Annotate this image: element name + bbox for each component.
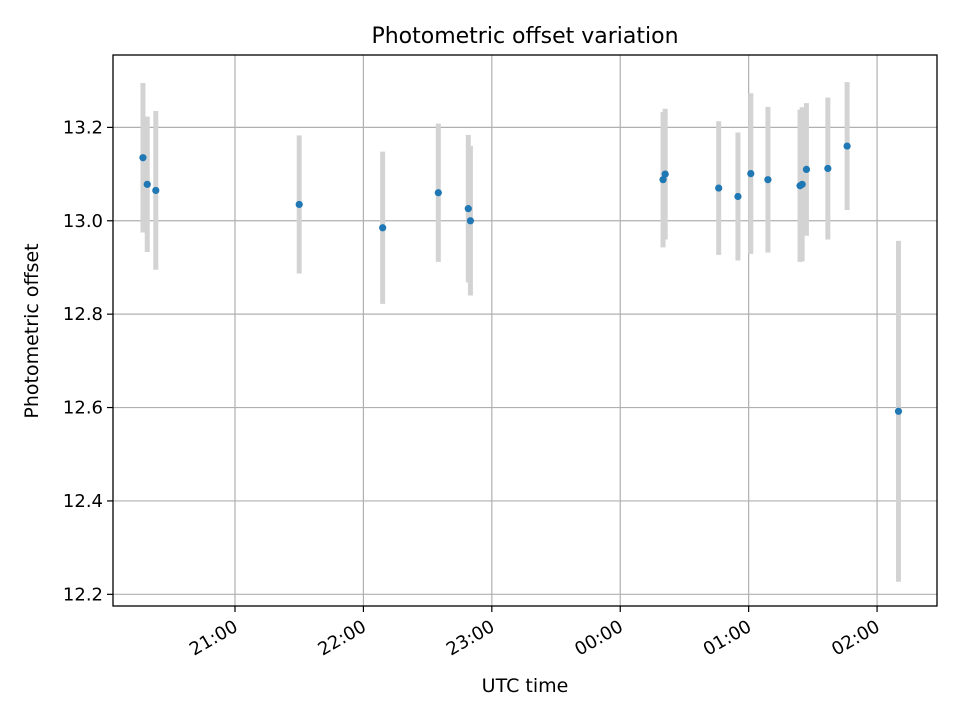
data-points bbox=[139, 142, 903, 415]
data-point bbox=[139, 154, 147, 162]
data-point bbox=[894, 407, 903, 415]
y-axis-ticks: 12.2 12.4 12.6 12.8 13.0 13.2 bbox=[63, 117, 113, 605]
y-tick-label: 12.6 bbox=[63, 398, 103, 419]
data-point bbox=[764, 176, 772, 184]
x-axis-label: UTC time bbox=[482, 675, 569, 697]
data-point bbox=[715, 184, 723, 192]
chart-title: Photometric offset variation bbox=[371, 24, 678, 49]
data-point bbox=[464, 205, 472, 213]
data-point bbox=[295, 200, 303, 209]
data-point bbox=[824, 164, 832, 173]
data-point bbox=[659, 176, 667, 184]
data-point bbox=[747, 170, 755, 178]
y-tick-label: 13.2 bbox=[63, 117, 103, 138]
data-point bbox=[843, 142, 851, 150]
y-tick-label: 13.0 bbox=[63, 211, 103, 232]
data-point bbox=[434, 189, 442, 197]
y-tick-label: 12.8 bbox=[63, 304, 103, 325]
data-point bbox=[798, 180, 806, 188]
plot-frame bbox=[112, 54, 938, 607]
data-point bbox=[802, 165, 811, 174]
y-tick-label: 12.4 bbox=[63, 491, 103, 512]
data-point bbox=[143, 180, 151, 188]
data-point bbox=[734, 192, 742, 201]
grid bbox=[113, 55, 937, 606]
data-point bbox=[152, 186, 160, 195]
data-point bbox=[466, 217, 475, 225]
data-point bbox=[379, 224, 387, 232]
y-axis-label: Photometric offset bbox=[21, 243, 43, 418]
y-tick-label: 12.2 bbox=[63, 584, 103, 605]
data-point bbox=[661, 170, 669, 178]
